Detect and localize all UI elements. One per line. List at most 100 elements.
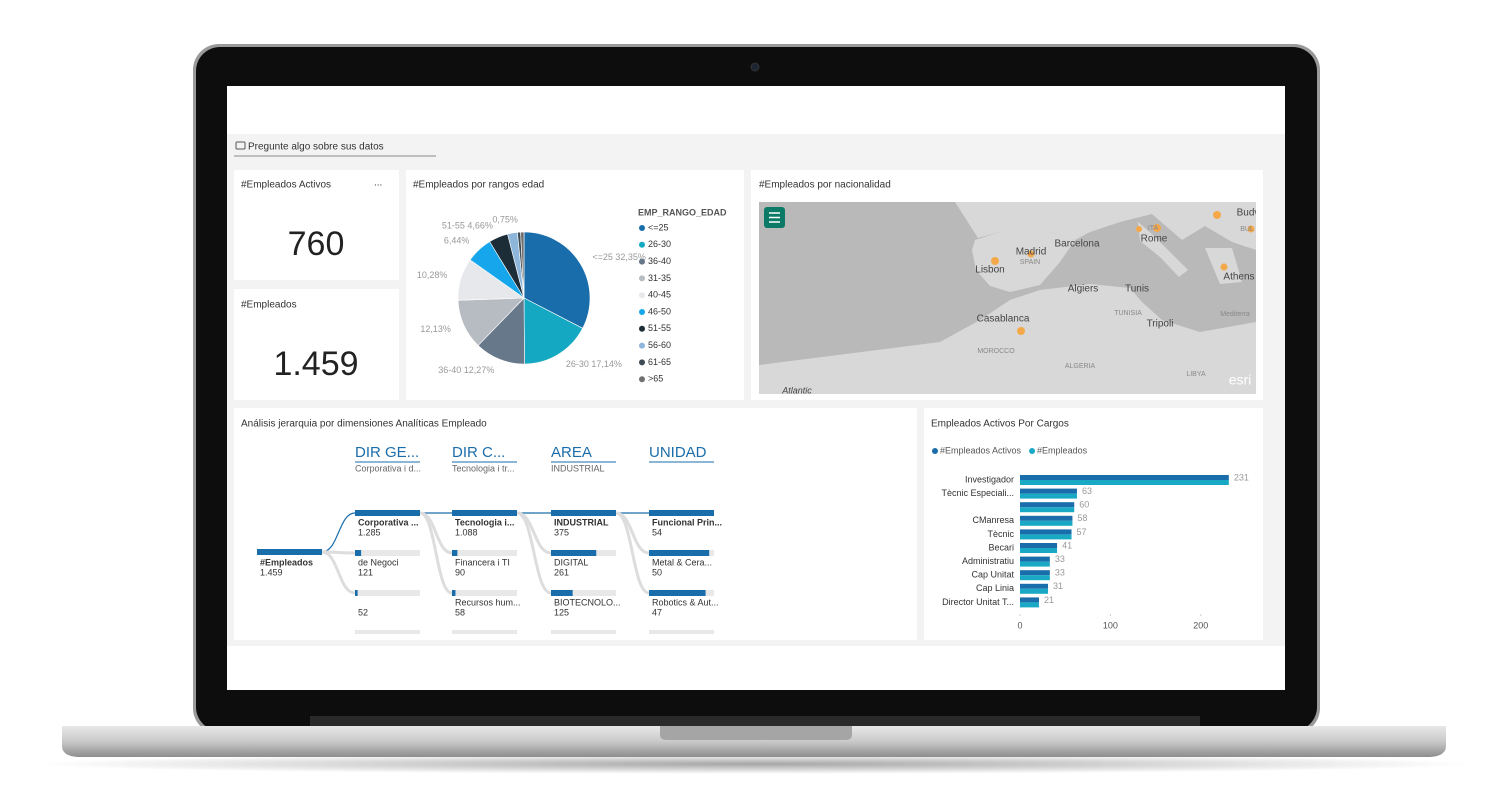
chart-title: Análisis jerarquia por dimensiones Analí… (241, 419, 487, 430)
node-value: 261 (554, 567, 569, 577)
bar[interactable] (355, 510, 420, 516)
node-value: 1.088 (455, 527, 478, 537)
node-label: de Negoci (358, 557, 399, 567)
y-tick-label: Cap Linia (976, 583, 1014, 593)
bar (1020, 515, 1073, 521)
card (234, 289, 399, 400)
legend-label: <=25 (648, 222, 669, 232)
level-header[interactable]: DIR C... (452, 444, 505, 461)
bar[interactable] (649, 550, 710, 556)
qa-icon (235, 141, 246, 150)
bar[interactable] (649, 510, 714, 516)
node-value: 375 (554, 527, 569, 537)
legend-label: >65 (648, 374, 663, 384)
data-label: 33 (1055, 554, 1065, 564)
legend-swatch (639, 325, 645, 332)
connector (615, 511, 650, 595)
bar[interactable] (355, 590, 358, 596)
map-label: ITA (1148, 225, 1159, 232)
data-label: 41 (1062, 540, 1072, 550)
bar-track (452, 590, 517, 596)
bar (1020, 556, 1050, 562)
node-label: Metal & Cera... (652, 557, 712, 567)
data-label: 58 (1077, 513, 1087, 523)
pie-label: 26-30 17,14% (566, 359, 622, 369)
bar (1020, 480, 1229, 485)
bar[interactable] (551, 550, 597, 556)
bar-track (355, 630, 420, 634)
legend-swatch (639, 241, 645, 248)
bar (1020, 520, 1073, 526)
map-label: esri (1229, 372, 1252, 388)
bar[interactable] (452, 510, 517, 516)
bar[interactable] (649, 590, 706, 596)
pie-label: 51-55 4,66% (442, 221, 493, 231)
land (972, 232, 1075, 292)
pie-label: <=25 32,35% (592, 252, 646, 262)
node-value: 121 (358, 567, 373, 577)
card-value: 760 (288, 225, 345, 263)
bar (1020, 575, 1050, 581)
bar (1020, 583, 1049, 589)
node-label: Corporativa ... (358, 517, 419, 527)
node-label: #Empleados (260, 557, 313, 567)
bar (1020, 588, 1049, 594)
bar[interactable] (551, 510, 616, 516)
legend-label: #Empleados (1037, 445, 1088, 455)
bar (1020, 597, 1039, 603)
map-label: Tripoli (1147, 319, 1174, 330)
map-label: Algiers (1068, 284, 1099, 295)
y-tick-label: Director Unitat T... (942, 597, 1014, 607)
data-label: 231 (1234, 472, 1249, 482)
y-tick-label: Tècnic (987, 529, 1014, 539)
node-label: BIOTECNOLO... (554, 597, 621, 607)
bar-track (551, 630, 616, 634)
bar[interactable] (452, 590, 456, 596)
legend-swatch (639, 342, 645, 349)
qa-input[interactable]: Pregunte algo sobre sus datos (248, 142, 384, 153)
node-value: 1.285 (358, 527, 381, 537)
card-menu[interactable]: ... (374, 178, 382, 189)
y-tick-label: Becari (988, 542, 1014, 552)
legend-swatch (639, 258, 645, 265)
map-label: Mediterra (1220, 311, 1250, 318)
map-point (1220, 263, 1228, 271)
level-header[interactable]: DIR GE... (355, 444, 419, 461)
y-tick-label: Tècnic Especiali... (941, 488, 1014, 498)
legend-swatch (639, 292, 645, 299)
map-point (1247, 225, 1255, 233)
level-header[interactable]: UNIDAD (649, 444, 707, 461)
data-label: 33 (1055, 568, 1065, 578)
land (759, 284, 1256, 394)
data-label: 21 (1044, 595, 1054, 605)
bar[interactable] (355, 550, 362, 556)
map-label: Rome (1141, 234, 1168, 245)
node-value: 54 (652, 527, 662, 537)
legend-label: 56-60 (648, 340, 671, 350)
map-labels: Madrid Barcelona Rome Lisbon Algiers Tunis Cas… (781, 208, 1256, 394)
map-point (1017, 327, 1025, 335)
map-label: ALGERIA (1065, 363, 1096, 370)
level-selection: INDUSTRIAL (551, 463, 605, 473)
tree-card (234, 408, 917, 640)
map-label: Lisbon (975, 265, 1004, 276)
map-label: Madrid (1016, 247, 1047, 258)
dashboard-content: #Empleados Activos ...760#Empleados1.459#… (241, 178, 1256, 634)
node-label: Recursos hum... (455, 597, 521, 607)
laptop-base (62, 726, 1446, 757)
legend-swatch (639, 225, 645, 231)
bar (1020, 534, 1072, 540)
data-label: 60 (1079, 500, 1089, 510)
bar-track (649, 630, 714, 634)
connector (516, 511, 552, 595)
node-label: Funcional Prin... (652, 517, 722, 527)
bar[interactable] (551, 590, 573, 596)
legend-swatch (639, 376, 645, 383)
level-header[interactable]: AREA (551, 444, 592, 461)
chart-title: Empleados Activos Por Cargos (931, 419, 1069, 430)
bar (1020, 602, 1039, 608)
bar[interactable] (452, 550, 458, 556)
node-label: Tecnologia i... (455, 517, 514, 527)
